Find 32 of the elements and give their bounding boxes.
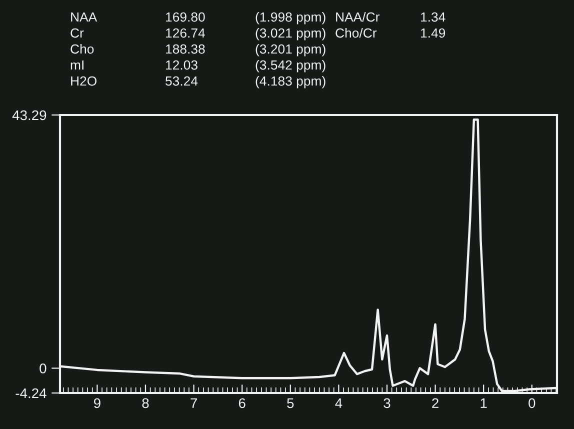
text: mI: [70, 60, 84, 70]
text: (4.183 ppm): [256, 76, 326, 88]
x-tick-label: 5: [287, 398, 294, 408]
text: (3.542 ppm): [256, 60, 326, 72]
x-tick-label: 0: [528, 398, 536, 408]
x-tick-label: 2: [432, 398, 438, 408]
text: 188.38: [166, 44, 205, 54]
x-tick-label: 9: [94, 398, 100, 408]
text: Cho: [70, 44, 94, 54]
y-tick-label: 43.29: [12, 110, 46, 120]
text: NAA: [71, 12, 98, 22]
text: H2O: [71, 76, 96, 86]
text: (1.998 ppm): [256, 12, 326, 24]
x-tick-label: 1: [480, 398, 487, 408]
text: 126.74: [166, 28, 205, 38]
text: (3.201 ppm): [256, 44, 326, 56]
text: 1.34: [421, 12, 446, 22]
x-tick-label: 6: [238, 398, 246, 408]
text: NAA/Cr: [336, 12, 380, 22]
text: 1.49: [421, 28, 446, 38]
x-tick-label: 4: [335, 398, 342, 408]
text: 169.80: [166, 12, 205, 22]
text: (3.021 ppm): [256, 28, 326, 40]
text: Cr: [70, 28, 84, 38]
text: 12.03: [166, 60, 198, 70]
x-tick-label: 7: [190, 398, 197, 408]
text: 53.24: [166, 76, 198, 86]
y-tick-label: -4.24: [16, 388, 46, 398]
x-tick-label: 8: [142, 398, 149, 408]
y-tick-label: 0: [40, 364, 46, 374]
text: Cho/Cr: [336, 28, 377, 38]
x-tick-label: 3: [384, 398, 390, 408]
